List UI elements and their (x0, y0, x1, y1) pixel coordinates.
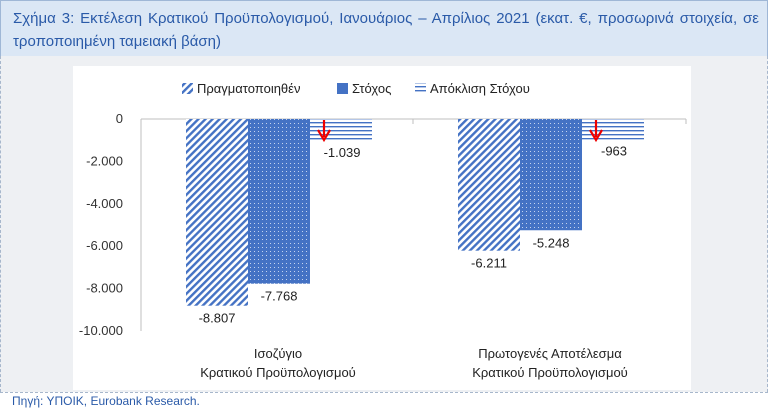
bar-dotted-solid (520, 119, 582, 231)
red-down-arrow-icon (589, 120, 603, 143)
x-category-label: Πρωτογενές Αποτέλεσμα (478, 346, 622, 361)
y-tick-label: -4.000 (86, 196, 123, 211)
y-tick-label: -10.000 (79, 323, 123, 338)
chart-plot-panel: Πραγματοποιηθέν Στόχος Απόκλιση Στόχου 0 -2… (73, 66, 691, 390)
x-category-label: Κρατικού Προϋπολογισμού (472, 365, 628, 380)
data-label: -7.768 (261, 289, 298, 304)
bar-diagonal-stripes (186, 119, 248, 306)
y-tick-label: -8.000 (86, 281, 123, 296)
x-category-label: Κρατικού Προϋπολογισμού (200, 365, 356, 380)
chart-category-labels: Ισοζύγιο Κρατικού Προϋπολογισμού Πρωτογενέ… (200, 346, 628, 380)
chart-data-labels: -8.807 -7.768 -1.039 -6.211 -5.248 -963 (199, 120, 627, 326)
x-category-label: Ισοζύγιο (254, 346, 302, 361)
source-note: Πηγή: ΥΠΟΙΚ, Eurobank Research. (0, 392, 768, 410)
legend-label: Πραγματοποιηθέν (197, 81, 300, 96)
bar-diagonal-stripes (458, 119, 520, 251)
legend-item: Στόχος (337, 81, 391, 96)
bar-dotted-solid (248, 119, 310, 284)
legend-item: Απόκλιση Στόχου (415, 81, 530, 96)
bar-horizontal-lines (582, 119, 644, 140)
red-down-arrow-head (317, 129, 331, 143)
data-label: -8.807 (199, 311, 236, 326)
figure-title-box: Σχήμα 3: Εκτέλεση Κρατικού Προϋπολογισμο… (0, 0, 768, 56)
red-down-arrow-icon (317, 120, 331, 143)
y-tick-label: 0 (116, 111, 123, 126)
legend-swatch (337, 83, 348, 94)
legend-swatch (182, 83, 193, 94)
chart-axes: 0 -2.000 -4.000 -6.000 -8.000 -10.000 (79, 111, 687, 338)
chart-bars (186, 119, 644, 306)
y-tick-label: -6.000 (86, 238, 123, 253)
data-label: -5.248 (533, 235, 570, 250)
y-tick-label: -2.000 (86, 153, 123, 168)
bar-horizontal-lines (310, 119, 372, 142)
legend-swatch (415, 83, 426, 94)
legend-label: Στόχος (352, 81, 391, 96)
data-label: -1.039 (324, 145, 361, 160)
chart-area: Πραγματοποιηθέν Στόχος Απόκλιση Στόχου 0 -2… (0, 56, 768, 392)
red-down-arrow-head (589, 129, 603, 143)
chart-legend: Πραγματοποιηθέν Στόχος Απόκλιση Στόχου (182, 81, 530, 96)
legend-label: Απόκλιση Στόχου (430, 81, 530, 96)
data-label: -6.211 (471, 256, 507, 271)
legend-item: Πραγματοποιηθέν (182, 81, 300, 96)
data-label: -963 (601, 143, 627, 158)
figure-title: Σχήμα 3: Εκτέλεση Κρατικού Προϋπολογισμο… (13, 10, 759, 50)
bar-chart: Πραγματοποιηθέν Στόχος Απόκλιση Στόχου 0 -2… (79, 81, 687, 380)
